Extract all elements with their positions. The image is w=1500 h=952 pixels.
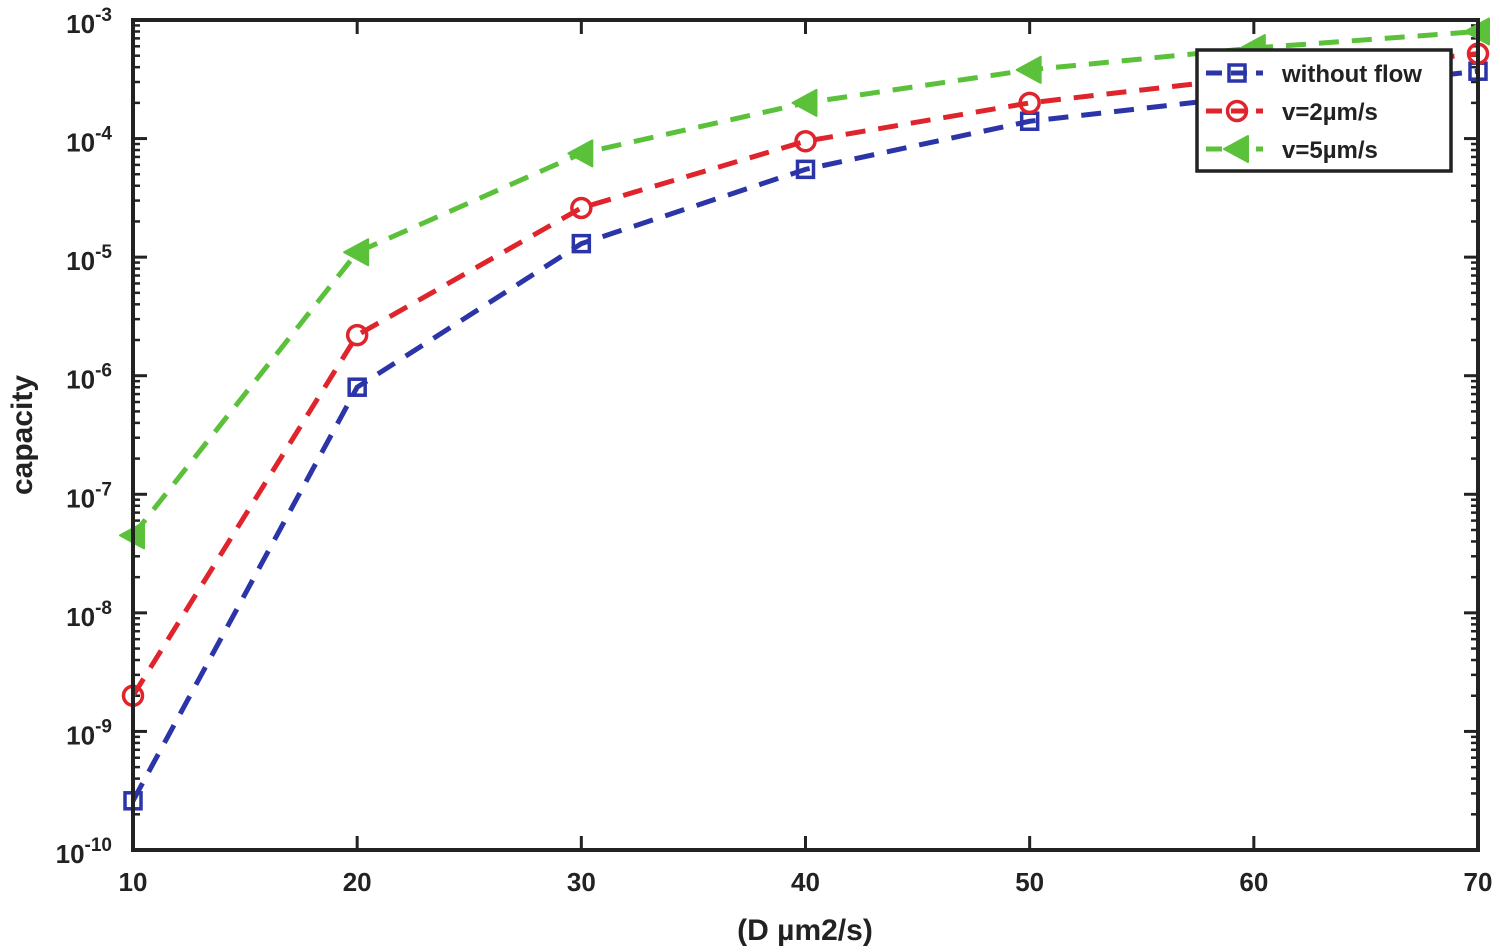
x-tick-label: 10 (119, 867, 148, 897)
legend-swatch-marker (1223, 135, 1249, 163)
plot-frame (131, 18, 1480, 852)
y-tick-label: 10-8 (66, 598, 112, 632)
data-point (571, 233, 592, 254)
legend-label: v=5µm/s (1282, 137, 1378, 164)
x-axis-ticks: 10 20 30 40 50 60 70 (119, 20, 1493, 897)
x-tick-label: 30 (567, 867, 596, 897)
legend-label: without flow (1281, 61, 1422, 88)
legend-swatch-marker (1225, 99, 1249, 123)
y-tick-label: 10-5 (66, 242, 112, 276)
y-tick-label: 10-4 (66, 124, 112, 158)
data-point (567, 139, 594, 168)
legend-swatch-marker (1227, 63, 1247, 83)
x-axis-title: (D µm2/s) (737, 914, 873, 947)
legend: without flow v=2µm/s v=5µm/s (1195, 48, 1453, 173)
data-point (347, 377, 367, 397)
y-tick-label: 10-9 (66, 716, 112, 750)
data-point (570, 196, 593, 220)
y-tick-label: 10-3 (66, 5, 112, 39)
data-point (791, 88, 818, 117)
x-tick-label: 50 (1015, 867, 1044, 897)
data-point (1015, 55, 1042, 84)
y-tick-label: 10-10 (56, 835, 112, 869)
x-tick-label: 60 (1239, 867, 1268, 897)
legend-label: v=2µm/s (1282, 99, 1378, 126)
y-axis-ticks: 10-3 10-4 10-5 10-6 10-7 10-8 10-9 10-10 (56, 5, 1478, 869)
y-axis-title: capacity (6, 375, 39, 495)
data-point (1018, 91, 1041, 115)
x-tick-label: 20 (343, 867, 372, 897)
data-point (795, 159, 816, 180)
data-point (345, 323, 369, 347)
data-point (343, 238, 370, 267)
y-tick-label: 10-6 (66, 361, 112, 395)
x-tick-label: 70 (1464, 867, 1493, 897)
x-tick-label: 40 (791, 867, 820, 897)
data-point (794, 129, 817, 153)
y-tick-label: 10-7 (66, 479, 112, 513)
